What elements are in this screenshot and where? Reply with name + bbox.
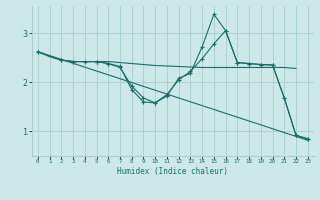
X-axis label: Humidex (Indice chaleur): Humidex (Indice chaleur) [117,167,228,176]
